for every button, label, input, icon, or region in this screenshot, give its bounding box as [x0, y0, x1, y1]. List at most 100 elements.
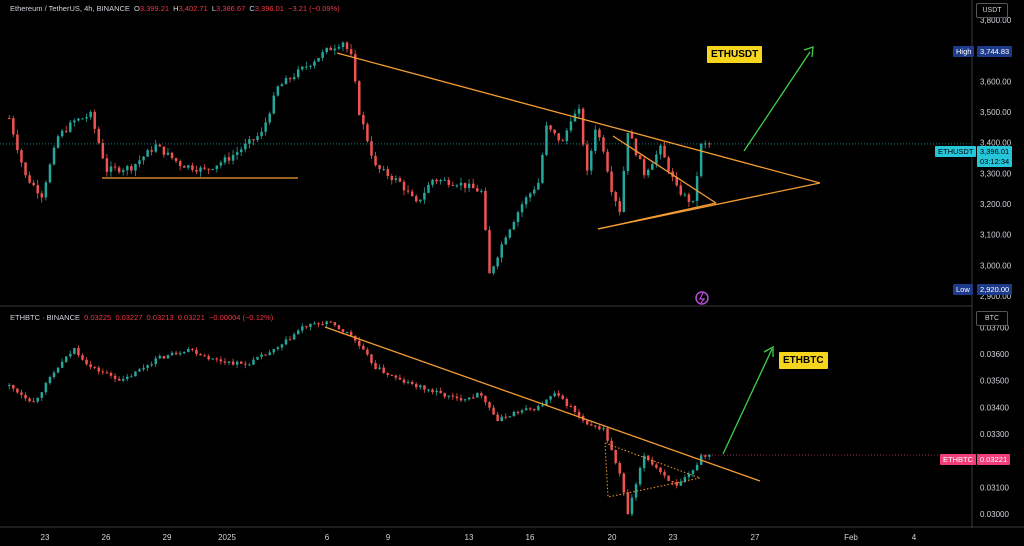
bottom-triangle-dotted[interactable] — [604, 442, 702, 498]
top-candle — [264, 122, 267, 132]
x-axis-tick: 23 — [41, 533, 50, 542]
bottom-candle — [333, 322, 337, 326]
top-candle — [89, 111, 92, 118]
top-candle — [134, 164, 137, 171]
bottom-candle — [594, 425, 597, 427]
top-candle — [40, 193, 44, 198]
top-candle — [158, 144, 162, 147]
top-candle — [126, 166, 129, 171]
bottom-candle — [207, 356, 210, 360]
top-legend-high-label: H — [173, 4, 179, 13]
top-candle — [545, 125, 548, 155]
top-candle — [602, 137, 605, 152]
top-candle — [663, 145, 666, 158]
top-candle — [471, 183, 475, 189]
x-axis-tick: 27 — [751, 533, 760, 542]
bottom-unit-badge[interactable]: BTC — [976, 311, 1008, 326]
bottom-candle — [480, 393, 483, 396]
bottom-candle — [301, 326, 304, 331]
x-axis-tick: 4 — [912, 533, 917, 542]
bottom-breakout-arrow[interactable] — [722, 348, 773, 455]
bottom-arrowhead-icon — [763, 345, 774, 357]
top-candle — [211, 169, 214, 171]
top-candle — [659, 145, 662, 155]
replay-icon[interactable] — [695, 291, 709, 305]
bottom-candle — [313, 323, 316, 325]
bottom-candle — [455, 396, 459, 399]
top-candle — [187, 165, 190, 168]
bottom-resistance-line[interactable] — [324, 326, 761, 482]
bottom-candle — [162, 356, 166, 359]
bottom-candle — [317, 323, 320, 325]
top-candle — [378, 165, 381, 170]
top-candle — [695, 176, 699, 201]
top-candle — [142, 156, 145, 161]
x-axis-tick: 29 — [163, 533, 172, 542]
top-inner-triangle-upper[interactable] — [612, 135, 717, 204]
top-candle — [77, 118, 80, 121]
bottom-candle — [577, 411, 581, 416]
bottom-candle — [105, 372, 109, 374]
top-candle — [81, 118, 84, 120]
bottom-candle — [211, 358, 214, 360]
top-candle — [435, 179, 438, 182]
top-candle — [655, 154, 658, 164]
bottom-candle — [284, 339, 288, 345]
top-candle — [504, 237, 508, 245]
bottom-candle — [362, 345, 365, 350]
top-candle — [528, 193, 532, 198]
top-breakout-arrow[interactable] — [743, 51, 811, 152]
top-y-tick: 3,300.00 — [980, 169, 1012, 178]
top-candle — [36, 185, 39, 194]
top-candle — [553, 129, 556, 134]
bottom-candle — [386, 373, 390, 375]
bottom-candle — [626, 492, 630, 515]
eth-price-tag-symbol: ETHUSDT — [935, 146, 977, 157]
bottom-candle — [484, 395, 487, 403]
top-candle — [594, 129, 597, 151]
top-legend-symbol: Ethereum / TetherUS, 4h, BINANCE — [10, 4, 130, 13]
ethbtc-price-tag-symbol: ETHBTC — [940, 454, 976, 465]
top-candle — [329, 47, 333, 51]
top-candle — [484, 190, 487, 231]
top-inner-triangle-lower[interactable] — [597, 202, 717, 230]
top-candle — [219, 162, 223, 166]
bottom-candle — [309, 323, 312, 327]
top-candle — [431, 179, 434, 185]
top-candle — [203, 167, 206, 169]
top-legend: Ethereum / TetherUS, 4h, BINANCE O3,399.… — [10, 4, 340, 13]
x-axis-tick: 9 — [386, 533, 391, 542]
bottom-candle — [606, 428, 609, 441]
top-candle — [524, 197, 528, 205]
top-y-tick: 3,100.00 — [980, 231, 1012, 240]
top-y-tick: 3,500.00 — [980, 108, 1012, 117]
top-candle — [423, 192, 426, 200]
top-candle — [20, 150, 23, 163]
top-candle — [109, 166, 113, 172]
top-legend-close-label: C — [249, 4, 255, 13]
bottom-candle — [622, 473, 626, 493]
bottom-candle — [358, 340, 361, 346]
top-unit-badge[interactable]: USDT — [976, 3, 1008, 18]
bottom-candle — [154, 358, 158, 365]
top-candle — [280, 84, 284, 87]
top-candle — [162, 146, 166, 155]
top-resistance-line[interactable] — [336, 52, 821, 184]
bottom-legend-change: −0.00004 (−0.12%) — [208, 313, 274, 322]
top-candle — [679, 185, 683, 195]
top-candle — [480, 190, 483, 192]
bottom-candle — [20, 392, 23, 395]
top-candle — [235, 152, 239, 155]
bottom-candle — [659, 467, 662, 473]
bottom-candle — [402, 379, 406, 383]
bottom-candle — [642, 455, 646, 468]
top-candle — [113, 166, 117, 168]
top-candle — [199, 167, 202, 172]
top-candle — [146, 150, 149, 157]
bottom-candle — [239, 361, 243, 364]
top-candle — [402, 181, 406, 191]
bottom-candle — [231, 361, 235, 365]
top-candle — [288, 78, 292, 80]
bottom-candle — [48, 377, 52, 383]
